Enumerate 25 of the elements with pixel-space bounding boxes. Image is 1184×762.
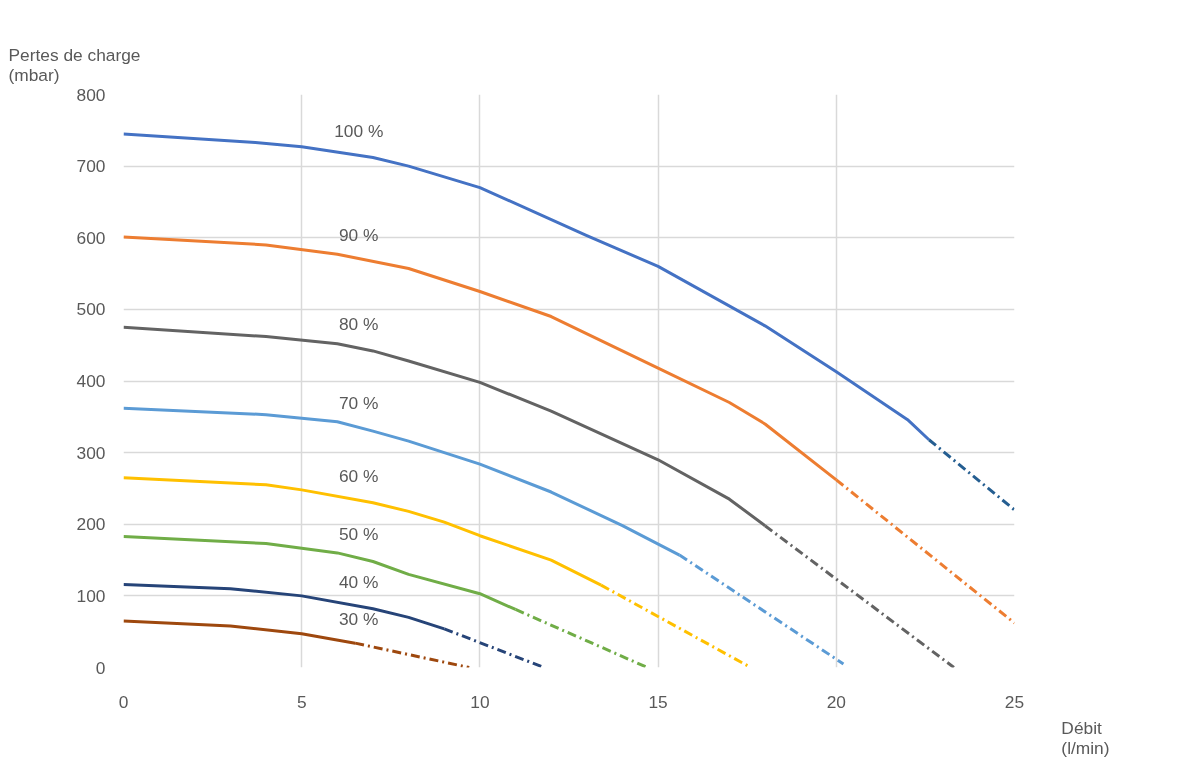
series-label: 80 % xyxy=(338,314,379,335)
y-tick-label: 500 xyxy=(76,299,106,320)
series-label: 70 % xyxy=(338,393,379,414)
y-tick-label: 700 xyxy=(76,156,106,177)
series-label: 60 % xyxy=(338,466,379,487)
series-label: 50 % xyxy=(338,524,379,545)
series-label: 100 % xyxy=(334,121,384,142)
y-tick-label: 200 xyxy=(76,514,106,535)
series-label: 90 % xyxy=(338,224,379,245)
y-tick-label: 800 xyxy=(76,84,106,105)
y-tick-label: 600 xyxy=(76,227,106,248)
series-label: 30 % xyxy=(338,609,379,630)
series-label: 40 % xyxy=(338,572,379,593)
y-tick-label: 0 xyxy=(95,657,106,678)
x-tick-label: 5 xyxy=(296,691,307,712)
x-tick-label: 20 xyxy=(826,691,846,712)
y-tick-label: 400 xyxy=(76,371,106,391)
x-axis-title: Débit (l/min) xyxy=(1061,717,1110,758)
x-tick-label: 0 xyxy=(118,691,129,712)
y-tick-label: 100 xyxy=(76,585,106,606)
y-tick-label: 300 xyxy=(76,442,106,463)
x-tick-label: 15 xyxy=(648,691,668,712)
x-tick-label: 10 xyxy=(470,691,490,712)
x-tick-label: 25 xyxy=(1004,691,1025,712)
y-axis-title: Pertes de charge (mbar) xyxy=(8,44,141,85)
